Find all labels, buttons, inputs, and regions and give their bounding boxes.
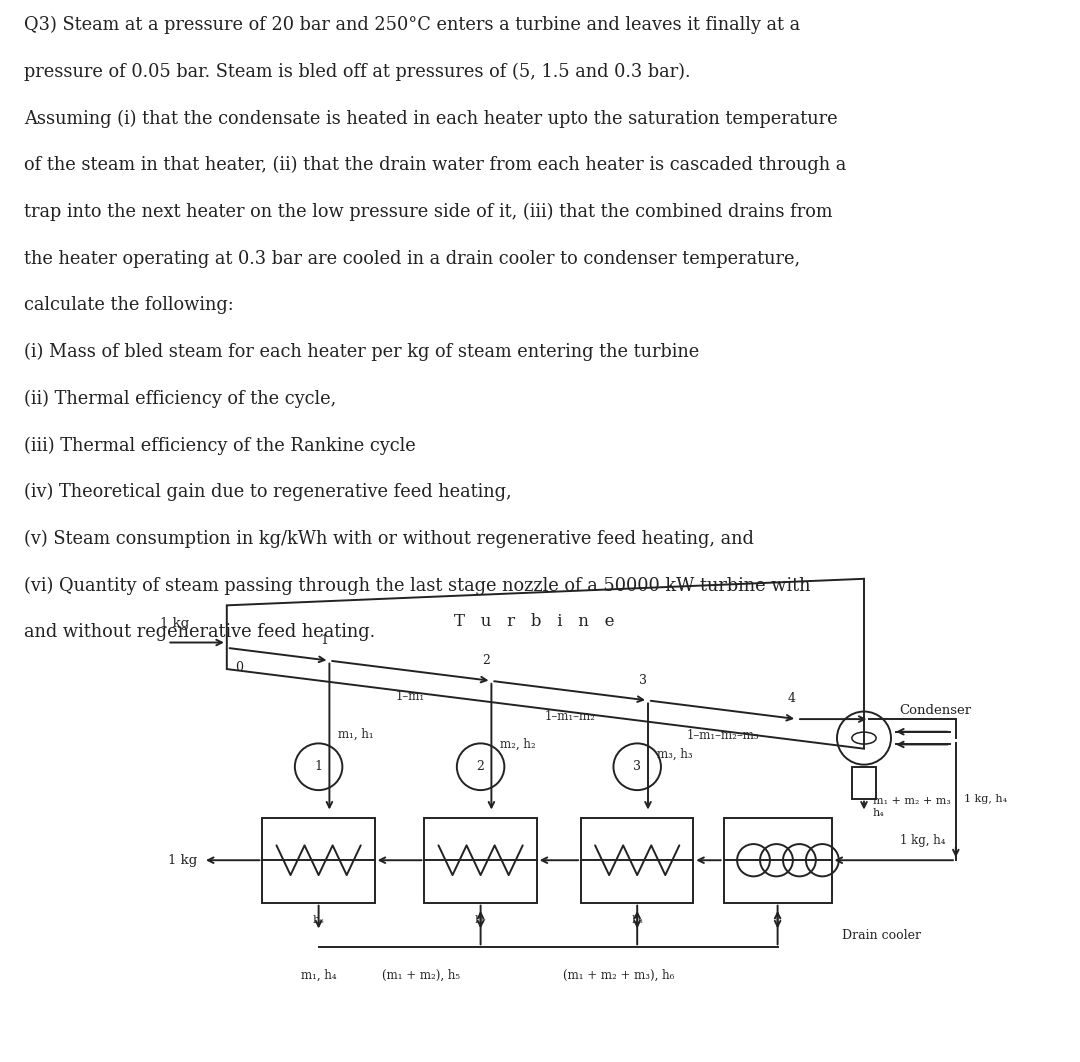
Text: m₁ + m₂ + m₃
h₄: m₁ + m₂ + m₃ h₄ [873,796,950,818]
Text: (iv) Theoretical gain due to regenerative feed heating,: (iv) Theoretical gain due to regenerativ… [24,483,512,501]
Text: (m₁ + m₂ + m₃), h₆: (m₁ + m₂ + m₃), h₆ [563,969,674,981]
Text: of the steam in that heater, (ii) that the drain water from each heater is casca: of the steam in that heater, (ii) that t… [24,156,846,174]
Text: Drain cooler: Drain cooler [842,929,921,942]
Text: trap into the next heater on the low pressure side of it, (iii) that the combine: trap into the next heater on the low pre… [24,203,833,221]
Text: m₂, h₂: m₂, h₂ [500,737,536,751]
Text: (i) Mass of bled steam for each heater per kg of steam entering the turbine: (i) Mass of bled steam for each heater p… [24,343,699,361]
Text: 1: 1 [320,634,328,647]
Text: h₈: h₈ [632,915,643,925]
Text: 4: 4 [787,692,796,705]
Text: (ii) Thermal efficiency of the cycle,: (ii) Thermal efficiency of the cycle, [24,390,336,408]
Text: m₁, h₄: m₁, h₄ [301,969,336,981]
Text: 2: 2 [482,654,490,667]
Text: m₃, h₃: m₃, h₃ [657,748,692,760]
Text: (vi) Quantity of steam passing through the last stage nozzle of a 50000 kW turbi: (vi) Quantity of steam passing through t… [24,577,810,595]
Text: (m₁ + m₂), h₅: (m₁ + m₂), h₅ [382,969,460,981]
Text: 1 kg, h₄: 1 kg, h₄ [964,794,1008,804]
Text: Q3) Steam at a pressure of 20 bar and 250°C enters a turbine and leaves it final: Q3) Steam at a pressure of 20 bar and 25… [24,16,800,34]
Text: 1–m₁: 1–m₁ [396,690,424,703]
Text: pressure of 0.05 bar. Steam is bled off at pressures of (5, 1.5 and 0.3 bar).: pressure of 0.05 bar. Steam is bled off … [24,63,690,81]
Text: T   u   r   b   i   n   e: T u r b i n e [455,613,615,630]
Text: 1 kg: 1 kg [168,854,198,867]
Text: 3: 3 [633,760,642,773]
Text: 3: 3 [638,673,647,687]
Text: (v) Steam consumption in kg/kWh with or without regenerative feed heating, and: (v) Steam consumption in kg/kWh with or … [24,530,754,548]
Text: 0: 0 [235,661,243,673]
Text: 1 kg: 1 kg [160,617,189,630]
Text: calculate the following:: calculate the following: [24,296,233,314]
Text: 1: 1 [314,760,323,773]
Text: Assuming (i) that the condensate is heated in each heater upto the saturation te: Assuming (i) that the condensate is heat… [24,109,837,127]
Text: 1–m₁–m₂–m₃: 1–m₁–m₂–m₃ [686,729,759,742]
Text: and without regenerative feed heating.: and without regenerative feed heating. [24,623,375,641]
Text: m₁, h₁: m₁, h₁ [338,727,374,740]
Text: 1–m₁–m₂: 1–m₁–m₂ [544,709,595,723]
Text: h₇: h₇ [475,915,486,925]
Text: (iii) Thermal efficiency of the Rankine cycle: (iii) Thermal efficiency of the Rankine … [24,436,416,455]
Text: h₆: h₆ [313,915,324,925]
Text: the heater operating at 0.3 bar are cooled in a drain cooler to condenser temper: the heater operating at 0.3 bar are cool… [24,250,800,268]
Text: Condenser: Condenser [900,704,972,717]
Text: 2: 2 [476,760,485,773]
Text: 1 kg, h₄: 1 kg, h₄ [900,834,945,846]
